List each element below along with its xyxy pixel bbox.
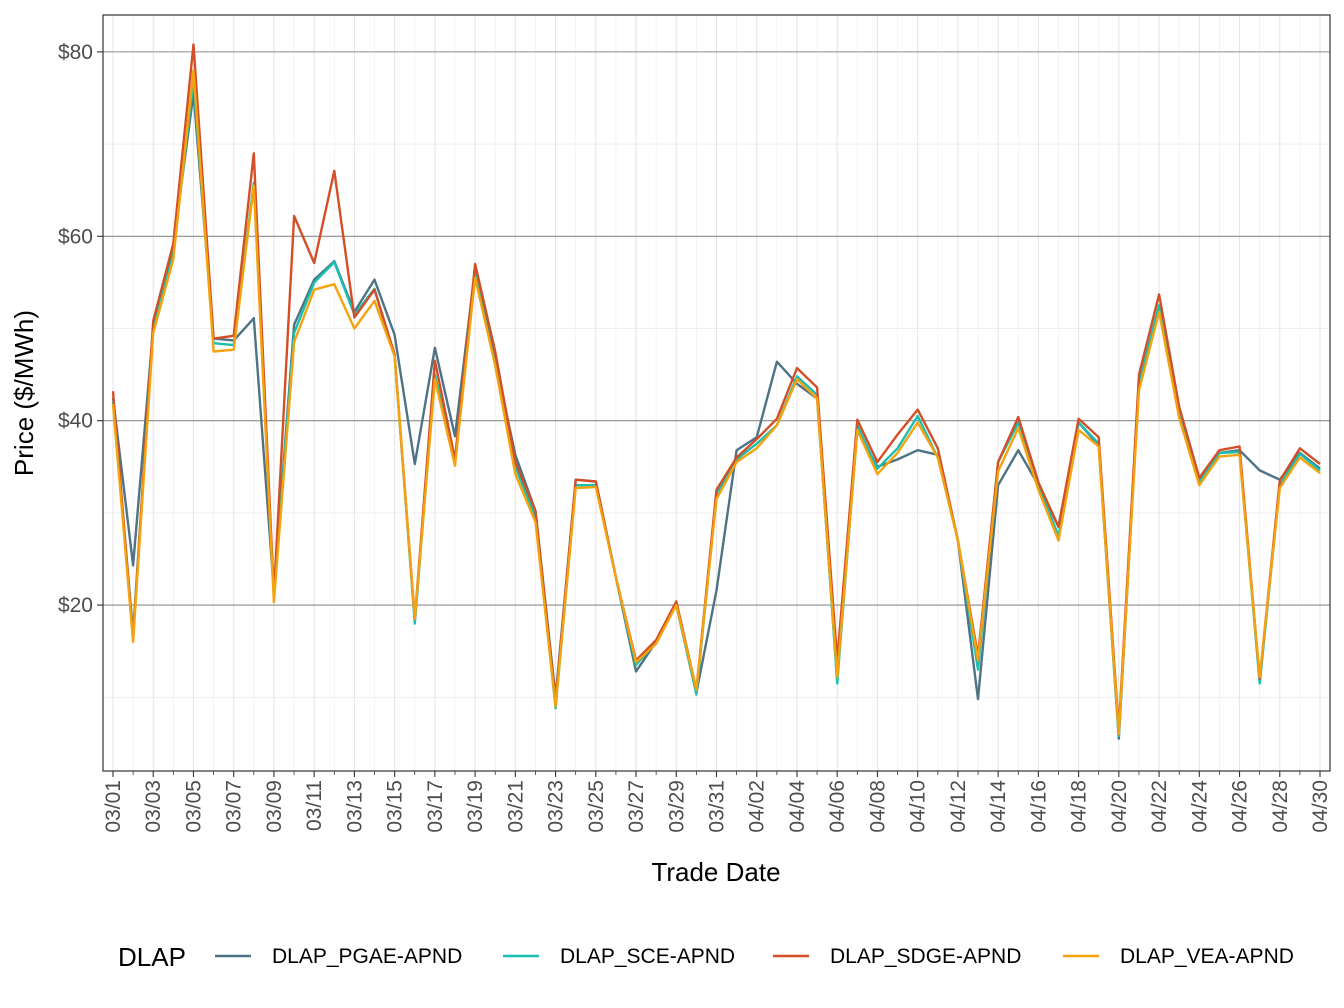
x-tick-label: 03/09 <box>263 780 286 833</box>
x-tick-label: 04/06 <box>826 780 849 833</box>
x-tick-label: 04/04 <box>786 780 809 833</box>
x-tick-label: 04/22 <box>1148 780 1171 833</box>
x-axis: 03/01 03/03 03/05 03/07 03/09 03/11 03/13 03/15… <box>102 771 1332 833</box>
x-tick-label: 04/30 <box>1309 780 1332 833</box>
x-tick-label: 04/10 <box>907 780 930 833</box>
legend-label-3: DLAP_SDGE-APND <box>830 945 1021 968</box>
x-tick-label: 03/15 <box>384 780 407 833</box>
x-tick-label: 03/27 <box>625 780 648 833</box>
x-tick-label: 04/20 <box>1108 780 1131 833</box>
x-tick-label: 03/05 <box>183 780 206 833</box>
legend-label-1: DLAP_PGAE-APND <box>272 945 462 968</box>
x-tick-label: 03/25 <box>585 780 608 833</box>
legend-title: DLAP <box>118 942 186 972</box>
x-tick-label: 03/11 <box>303 780 326 831</box>
x-tick-label: 03/19 <box>464 780 487 833</box>
x-tick-label: 03/01 <box>102 780 125 833</box>
x-tick-label: 03/21 <box>504 780 527 833</box>
y-tick-label: $80 <box>58 41 93 64</box>
series-lines <box>111 43 1321 740</box>
legend-label-2: DLAP_SCE-APND <box>560 945 735 968</box>
y-tick-label: $40 <box>58 410 93 433</box>
series-line-1 <box>111 92 1321 740</box>
y-axis-title: Price ($/MWh) <box>9 310 39 476</box>
x-tick-label: 03/17 <box>424 780 447 833</box>
y-axis: $20 $40 $60 $80 <box>58 41 103 617</box>
x-tick-label: 04/14 <box>987 780 1010 833</box>
x-tick-label: 03/13 <box>343 780 366 833</box>
x-tick-label: 04/02 <box>746 780 769 833</box>
x-tick-label: 04/24 <box>1188 780 1211 833</box>
x-tick-label: 04/08 <box>866 780 889 833</box>
x-axis-title: Trade Date <box>651 857 780 887</box>
y-tick-label: $60 <box>58 225 93 248</box>
x-tick-label: 04/12 <box>947 780 970 833</box>
x-tick-label: 03/31 <box>706 780 729 833</box>
x-tick-label: 03/07 <box>223 780 246 833</box>
x-tick-label: 03/23 <box>545 780 568 833</box>
x-tick-label: 03/03 <box>142 780 165 833</box>
y-tick-label: $20 <box>58 594 93 617</box>
major-gridlines <box>103 15 1330 771</box>
x-tick-label: 03/29 <box>665 780 688 833</box>
series-line-4 <box>111 69 1321 736</box>
x-tick-label: 04/16 <box>1027 780 1050 833</box>
legend-label-4: DLAP_VEA-APND <box>1120 945 1294 968</box>
x-tick-label: 04/18 <box>1068 780 1091 833</box>
x-tick-label: 04/26 <box>1229 780 1252 833</box>
x-tick-label: 04/28 <box>1269 780 1292 833</box>
legend: DLAP DLAP_PGAE-APND DLAP_SCE-APND DLAP_SDG… <box>118 942 1294 972</box>
